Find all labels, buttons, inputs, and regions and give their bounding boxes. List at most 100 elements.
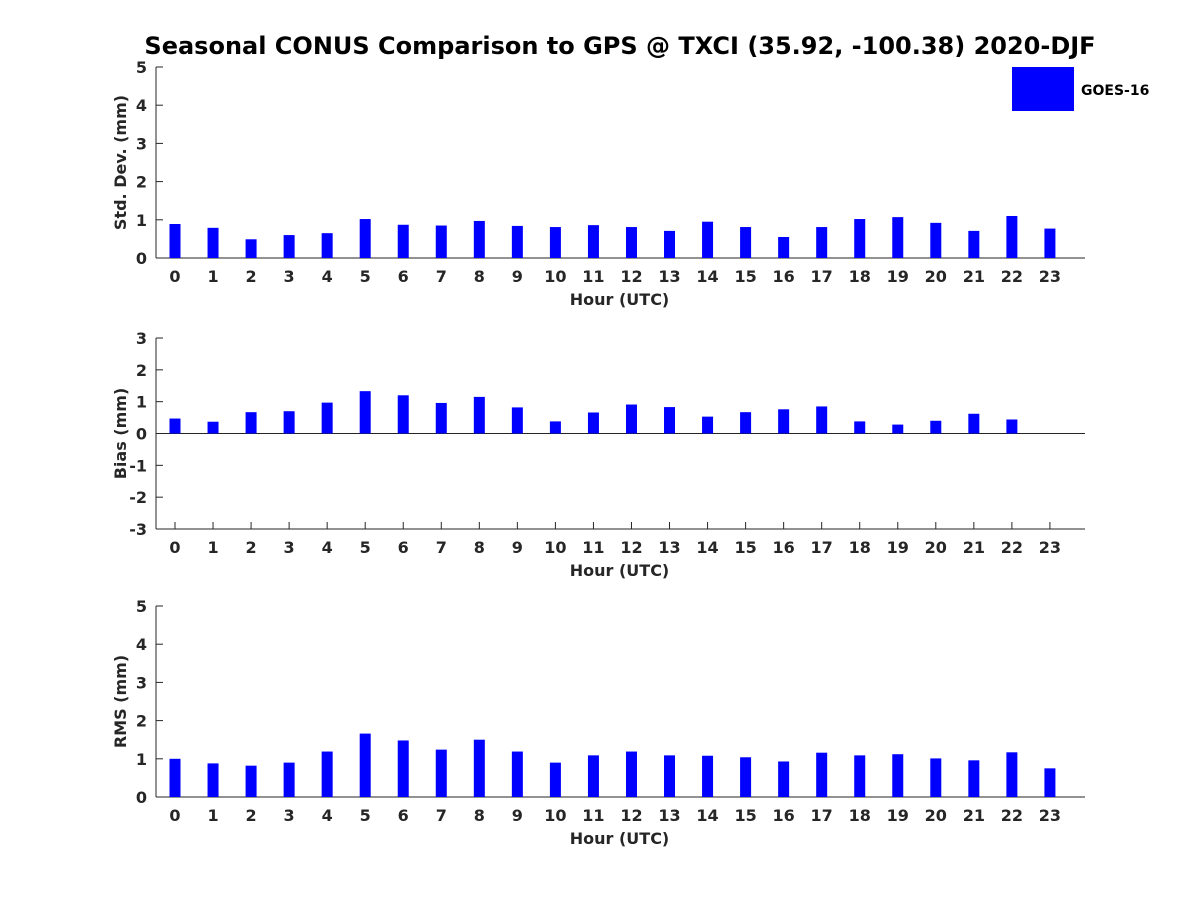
x-tick-label: 22 xyxy=(1001,538,1023,557)
bias-bar-hour-2 xyxy=(245,412,257,434)
x-tick-label: 5 xyxy=(360,806,371,825)
std-dev-bar-hour-6 xyxy=(397,224,409,258)
y-axis-label: Bias (mm) xyxy=(111,388,130,480)
x-tick-label: 3 xyxy=(284,806,295,825)
x-tick-label: 10 xyxy=(544,267,566,286)
x-tick-label: 16 xyxy=(773,267,795,286)
rms-bar-hour-23 xyxy=(1044,768,1056,797)
x-tick-label: 17 xyxy=(811,267,833,286)
x-tick-label: 2 xyxy=(246,267,257,286)
x-tick-label: 14 xyxy=(696,806,718,825)
std-dev-bar-hour-18 xyxy=(854,219,866,258)
std-dev-bar-hour-10 xyxy=(549,227,561,258)
y-tick-label: 0 xyxy=(136,788,147,807)
bias-bar-hour-3 xyxy=(283,411,295,434)
std-dev-bar-hour-16 xyxy=(778,236,790,258)
x-tick-label: 4 xyxy=(322,806,333,825)
x-tick-label: 19 xyxy=(887,538,909,557)
std-dev-bar-hour-7 xyxy=(435,225,447,258)
y-axis-label: Std. Dev. (mm) xyxy=(111,95,130,230)
bias-bar-hour-13 xyxy=(664,407,676,434)
x-tick-label: 12 xyxy=(620,806,642,825)
x-tick-label: 1 xyxy=(207,538,218,557)
x-tick-label: 9 xyxy=(512,806,523,825)
x-tick-label: 21 xyxy=(963,538,985,557)
x-tick-label: 11 xyxy=(582,267,604,286)
x-tick-label: 6 xyxy=(398,538,409,557)
y-tick-label: 1 xyxy=(136,211,147,230)
rms-bar-hour-5 xyxy=(359,733,371,797)
rms-bar-hour-3 xyxy=(283,762,295,797)
bias-bar-hour-19 xyxy=(892,424,904,434)
y-tick-label: -2 xyxy=(129,488,147,507)
bias-bar-hour-8 xyxy=(473,396,485,434)
rms-bar-hour-11 xyxy=(587,755,599,797)
x-tick-label: 16 xyxy=(773,538,795,557)
std-dev-bar-hour-17 xyxy=(816,227,828,258)
std-dev-bar-hour-9 xyxy=(511,225,523,258)
x-tick-label: 20 xyxy=(925,538,947,557)
x-tick-label: 0 xyxy=(169,538,180,557)
bias-bar-hour-0 xyxy=(169,418,181,434)
rms-bar-hour-0 xyxy=(169,758,181,797)
x-tick-label: 22 xyxy=(1001,267,1023,286)
bias-bar-hour-6 xyxy=(397,395,409,434)
x-tick-label: 14 xyxy=(696,267,718,286)
x-tick-label: 3 xyxy=(284,267,295,286)
x-tick-label: 11 xyxy=(582,806,604,825)
rms-bar-hour-22 xyxy=(1006,752,1018,797)
rms-bar-hour-15 xyxy=(740,757,752,797)
std-dev-bar-hour-1 xyxy=(207,227,219,258)
rms-bar-hour-13 xyxy=(664,755,676,797)
x-tick-label: 7 xyxy=(436,806,447,825)
x-tick-label: 2 xyxy=(246,538,257,557)
y-tick-label: -1 xyxy=(129,456,147,475)
y-axis-label: RMS (mm) xyxy=(111,655,130,748)
bias-bar-hour-1 xyxy=(207,421,219,434)
x-tick-label: 4 xyxy=(322,538,333,557)
x-tick-label: 13 xyxy=(658,806,680,825)
rms-bar-hour-10 xyxy=(549,762,561,797)
bias-bar-hour-18 xyxy=(854,421,866,434)
chart-title: Seasonal CONUS Comparison to GPS @ TXCI … xyxy=(144,32,1095,60)
y-tick-label: 0 xyxy=(136,425,147,444)
y-tick-label: 5 xyxy=(136,597,147,616)
x-tick-label: 7 xyxy=(436,267,447,286)
bias-bar-hour-14 xyxy=(702,416,714,434)
x-tick-label: 16 xyxy=(773,806,795,825)
rms-bar-hour-7 xyxy=(435,749,447,797)
bias-bar-hour-12 xyxy=(625,404,637,434)
x-tick-label: 18 xyxy=(849,538,871,557)
std-dev-bar-hour-5 xyxy=(359,219,371,258)
bias-bar-hour-15 xyxy=(740,412,752,434)
x-tick-label: 18 xyxy=(849,267,871,286)
y-tick-label: 4 xyxy=(136,635,147,654)
x-tick-label: 9 xyxy=(512,267,523,286)
rms-bar-hour-17 xyxy=(816,752,828,797)
x-tick-label: 17 xyxy=(811,806,833,825)
x-tick-label: 3 xyxy=(284,538,295,557)
y-tick-label: 1 xyxy=(136,393,147,412)
std-dev-bar-hour-2 xyxy=(245,239,257,258)
x-tick-label: 15 xyxy=(734,538,756,557)
legend-label-goes16: GOES-16 xyxy=(1081,83,1149,99)
std-dev-bar-hour-12 xyxy=(625,227,637,258)
bias-bar-hour-20 xyxy=(930,420,942,434)
rms-bar-hour-9 xyxy=(511,751,523,797)
rms-bar-hour-8 xyxy=(473,739,485,797)
x-axis-label: Hour (UTC) xyxy=(570,561,670,580)
x-tick-label: 5 xyxy=(360,267,371,286)
std-dev-bar-hour-22 xyxy=(1006,215,1018,258)
x-tick-label: 2 xyxy=(246,806,257,825)
x-tick-label: 6 xyxy=(398,806,409,825)
x-tick-label: 10 xyxy=(544,538,566,557)
rms-bar-hour-6 xyxy=(397,740,409,797)
rms-bar-hour-14 xyxy=(702,755,714,797)
x-axis-label: Hour (UTC) xyxy=(570,290,670,309)
std-dev-bar-hour-8 xyxy=(473,220,485,258)
x-tick-label: 9 xyxy=(512,538,523,557)
x-tick-label: 4 xyxy=(322,267,333,286)
std-dev-bar-hour-3 xyxy=(283,235,295,258)
